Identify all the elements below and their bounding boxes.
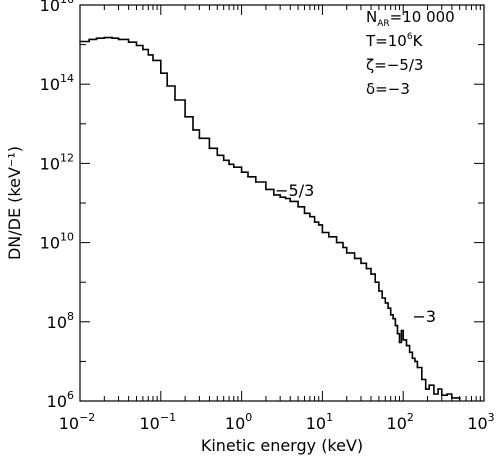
spectrum-data-point — [317, 224, 320, 226]
x-axis-label: Kinetic energy (keV) — [201, 436, 363, 455]
spectrum-data-point — [222, 159, 225, 162]
spectrum-data-point — [389, 314, 392, 316]
spectrum-data-point — [147, 54, 150, 56]
spectrum-data-point — [392, 317, 394, 320]
spectrum-data-point — [396, 332, 399, 335]
y-tick-label: 1010 — [40, 231, 74, 253]
y-tick-label: 1016 — [40, 0, 74, 15]
x-tick-label: 103 — [467, 411, 494, 433]
spectrum-data-point — [117, 38, 120, 41]
spectrum-data-point — [374, 281, 377, 284]
spectrum-data-point — [411, 357, 414, 360]
spectrum-data-point — [402, 339, 405, 341]
y-tick-label: 1012 — [40, 151, 74, 173]
spectrum-data-point — [79, 40, 81, 43]
spectrum-data-point — [414, 360, 416, 363]
spectrum-data-point — [88, 38, 90, 41]
spectrum-data-point — [174, 99, 176, 101]
spectrum-data-point — [284, 197, 287, 200]
spectrum-data-point — [446, 393, 449, 395]
x-axis: 10−2 10−1 100 101 102 103 — [59, 5, 495, 433]
slope-annotation: −5/3 — [275, 181, 314, 200]
series-layer — [79, 36, 461, 401]
x-tick-label: 100 — [225, 411, 252, 433]
spectrum-data-point — [152, 59, 154, 62]
spectrum-data-point — [228, 163, 230, 166]
spectrum-data-point — [240, 171, 243, 173]
spectrum-data-point — [378, 290, 380, 292]
spectrum-data-point — [408, 351, 411, 354]
spectrum-data-point — [198, 137, 201, 140]
spectrum-data-point — [111, 37, 113, 39]
spectrum-data-point — [451, 397, 453, 399]
legend-line: T=106K — [365, 32, 424, 50]
spectrum-data-point — [255, 181, 257, 183]
spectrum-series-line — [80, 36, 461, 400]
y-tick-label: 106 — [47, 389, 74, 411]
spectrum-data-point — [405, 344, 408, 347]
spectrum-data-point — [95, 37, 98, 39]
x-tick-label: 102 — [387, 411, 414, 433]
spectrum-data-point — [345, 252, 348, 254]
spectrum-data-point — [394, 324, 397, 327]
legend-line: δ=−3 — [366, 80, 410, 98]
x-tick-label: 10−2 — [59, 411, 96, 433]
spectrum-data-point — [416, 366, 419, 369]
spectrum-data-point — [353, 257, 356, 260]
y-axis-label: DN/DE (keV⁻¹) — [5, 146, 24, 260]
y-tick-label: 1014 — [40, 72, 74, 94]
spectrum-data-point — [360, 262, 362, 265]
spectrum-data-point — [458, 398, 461, 401]
spectrum-data-point — [321, 231, 324, 234]
annotation-layer: −5/3 −3 — [275, 181, 436, 326]
spectrum-data-point — [421, 378, 423, 381]
spectrum-data-point — [303, 212, 306, 215]
spectrum-data-point — [103, 36, 106, 39]
spectrum-data-point — [289, 200, 292, 203]
spectrum-data-point — [398, 341, 401, 344]
legend-box: NAR=10 000 T=106K ζ=−5/3 δ=−3 — [365, 8, 455, 98]
spectrum-data-point — [313, 221, 316, 223]
spectrum-data-point — [192, 129, 194, 131]
spectrum-data-point — [400, 329, 403, 332]
spectrum-data-point — [384, 302, 387, 304]
slope-annotation: −3 — [412, 307, 436, 326]
spectrum-data-point — [365, 267, 368, 270]
spectrum-data-point — [370, 273, 372, 275]
y-axis: 106 108 1010 1012 1014 1016 — [40, 0, 484, 411]
spectrum-data-point — [142, 48, 144, 51]
x-tick-label: 10−1 — [140, 411, 177, 433]
spectrum-data-point — [233, 166, 235, 168]
legend-line: ζ=−5/3 — [366, 56, 423, 74]
spectrum-data-point — [428, 384, 431, 387]
spectrum-data-point — [381, 297, 384, 299]
spectrum-data-point — [208, 147, 211, 150]
spectrum-data-point — [160, 72, 162, 74]
spectrum-data-point — [433, 393, 435, 395]
spectrum-data-point — [247, 176, 249, 178]
legend-line: NAR=10 000 — [366, 8, 455, 29]
spectrum-data-point — [166, 85, 168, 87]
spectrum-data-point — [342, 246, 344, 249]
spectrum-data-point — [328, 236, 330, 238]
spectrum-data-point — [127, 41, 130, 43]
spectrum-data-point — [279, 196, 282, 198]
spectrum-data-point — [437, 388, 439, 390]
spectrum-data-point — [335, 241, 338, 244]
spectrum-data-point — [265, 188, 267, 191]
spectrum-data-point — [297, 206, 299, 208]
spectrum-data-point — [216, 154, 219, 157]
spectrum-data-point — [387, 307, 389, 310]
spectrum-data-point — [184, 116, 186, 118]
x-tick-label: 101 — [306, 411, 333, 433]
spectrum-data-point — [273, 194, 275, 196]
y-tick-label: 108 — [47, 310, 74, 332]
spectrum-data-point — [135, 44, 138, 47]
spectrum-data-point — [309, 215, 311, 218]
spectrum-data-point — [424, 388, 427, 390]
spectrum-data-point — [441, 394, 443, 397]
